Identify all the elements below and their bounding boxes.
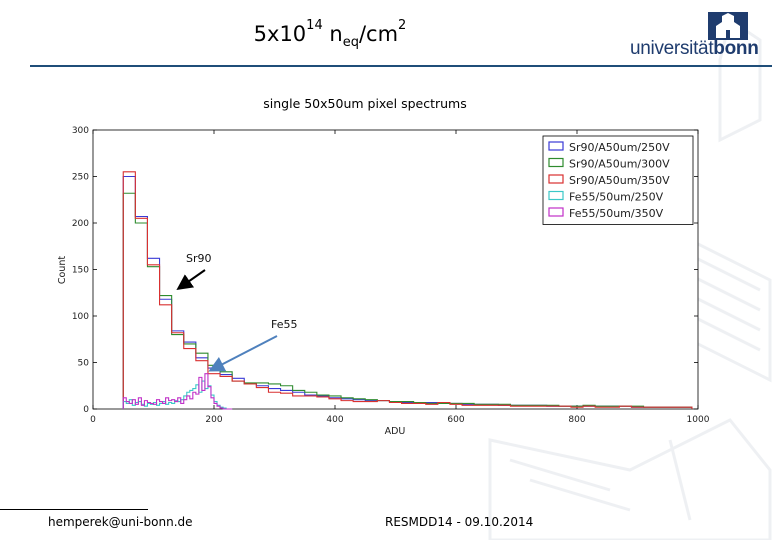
sr90-arrow bbox=[176, 269, 206, 291]
y-tick-label: 200 bbox=[72, 219, 89, 229]
y-tick-label: 100 bbox=[72, 312, 89, 322]
y-axis-label: Count bbox=[57, 256, 68, 284]
x-tick-label: 600 bbox=[447, 415, 464, 425]
title-exponent: 14 bbox=[306, 18, 323, 33]
logo-suffix: bonn bbox=[713, 38, 759, 59]
header-rule bbox=[30, 65, 772, 67]
fe55-annotation-label: Fe55 bbox=[271, 318, 298, 331]
legend-swatch bbox=[548, 190, 564, 201]
sr90-annotation-label: Sr90 bbox=[186, 252, 212, 265]
legend-label: Sr90/A50um/250V bbox=[569, 141, 670, 154]
y-tick-label: 250 bbox=[72, 173, 89, 183]
footer-email: hemperek@uni-bonn.de bbox=[48, 515, 193, 529]
y-tick-label: 50 bbox=[78, 359, 90, 369]
title-n: n bbox=[322, 22, 343, 46]
footer-conference: RESMDD14 - 09.10.2014 bbox=[385, 515, 534, 529]
legend-label: Fe55/50um/250V bbox=[569, 191, 664, 204]
y-tick-label: 0 bbox=[83, 405, 89, 415]
title-unit: /cm bbox=[358, 22, 399, 46]
x-tick-label: 1000 bbox=[687, 415, 710, 425]
legend-label: Sr90/A50um/300V bbox=[569, 158, 670, 171]
legend-swatch bbox=[548, 157, 564, 168]
fe55-arrow bbox=[208, 335, 278, 372]
title-base: 5x10 bbox=[253, 22, 307, 46]
legend-swatch bbox=[548, 141, 564, 151]
slide-title: 5x1014 neq/cm2 bbox=[200, 18, 460, 50]
series-sr90-a50um-350v bbox=[122, 171, 693, 409]
y-tick-label: 300 bbox=[72, 126, 89, 136]
x-tick-label: 400 bbox=[326, 415, 343, 425]
x-tick-label: 800 bbox=[568, 415, 585, 425]
legend-box bbox=[542, 135, 694, 225]
x-axis-label: ADU bbox=[385, 426, 406, 437]
series-fe55-50um-350v bbox=[122, 373, 233, 410]
title-unit-exponent: 2 bbox=[398, 18, 407, 33]
logo-text: universitätbonn bbox=[630, 38, 759, 60]
university-logo: universitätbonn bbox=[630, 12, 772, 62]
logo-prefix: universität bbox=[630, 38, 714, 59]
chart-legend: Sr90/A50um/250V Sr90/A50um/300V Sr90/A50um… bbox=[542, 135, 694, 225]
legend-swatch bbox=[548, 174, 564, 184]
chart-title: single 50x50um pixel spectrums bbox=[263, 96, 466, 111]
footer-rule bbox=[0, 509, 148, 510]
legend-swatch bbox=[548, 207, 564, 217]
legend-label: Sr90/A50um/350V bbox=[569, 174, 670, 187]
title-subscript: eq bbox=[342, 35, 359, 50]
legend-label: Fe55/50um/350V bbox=[569, 207, 664, 220]
x-tick-label: 200 bbox=[205, 415, 222, 425]
x-tick-label: 0 bbox=[90, 415, 96, 425]
logo-building-icon bbox=[708, 12, 748, 40]
y-tick-label: 150 bbox=[72, 266, 89, 276]
